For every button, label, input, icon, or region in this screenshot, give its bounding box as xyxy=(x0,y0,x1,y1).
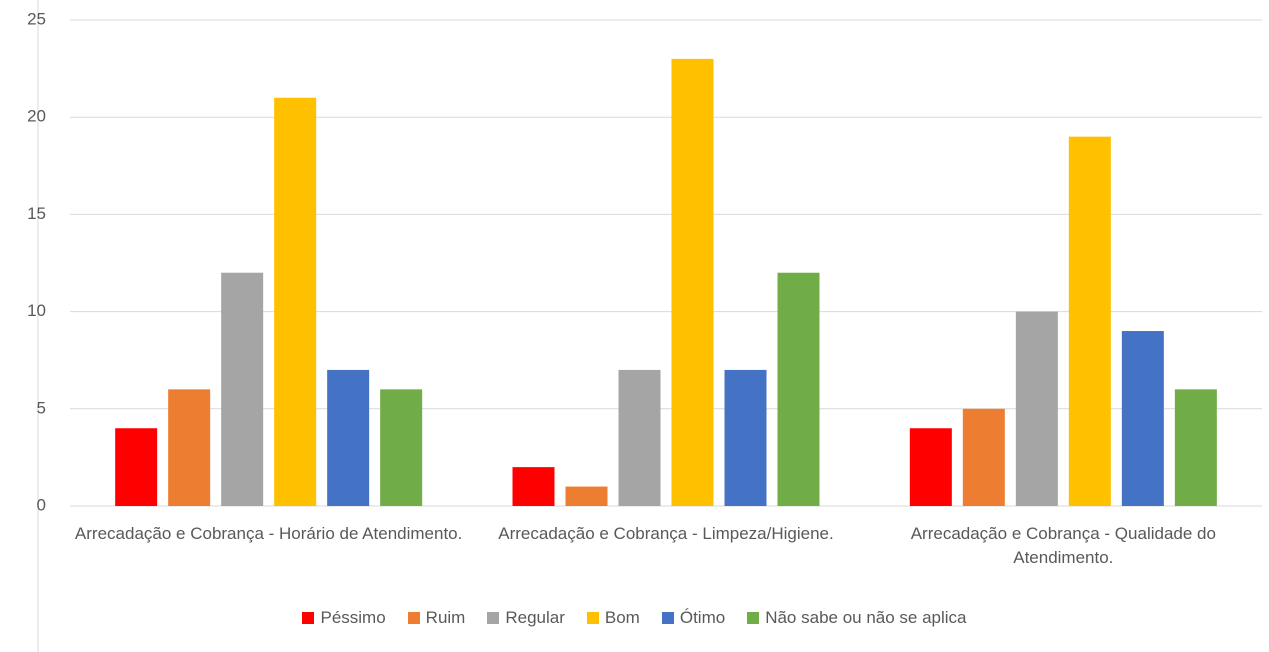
bar xyxy=(115,428,158,506)
bar xyxy=(671,58,714,506)
legend-item: Bom xyxy=(586,608,640,628)
y-tick-label: 10 xyxy=(27,301,46,320)
legend-swatch xyxy=(661,612,674,624)
bar xyxy=(221,272,264,506)
y-tick-label: 15 xyxy=(27,204,46,223)
legend-swatch xyxy=(586,612,599,624)
x-tick-label: Arrecadação e Cobrança - Limpeza/Higiene… xyxy=(498,524,834,543)
bar xyxy=(962,408,1005,506)
bar xyxy=(565,486,608,506)
bar xyxy=(1015,311,1058,506)
bar xyxy=(168,389,211,506)
legend-label: Ótimo xyxy=(679,608,726,627)
bar xyxy=(724,369,767,506)
bar xyxy=(1174,389,1217,506)
legend-label: Não sabe ou não se aplica xyxy=(765,608,967,627)
legend-item: Regular xyxy=(487,608,565,628)
legend-item: Péssimo xyxy=(302,608,386,628)
bar xyxy=(380,389,423,506)
bar xyxy=(1121,331,1164,506)
bar xyxy=(1068,136,1111,506)
bar xyxy=(327,369,370,506)
bar xyxy=(909,428,952,506)
x-tick-label: Arrecadação e Cobrança - Horário de Aten… xyxy=(74,524,463,543)
legend-label: Regular xyxy=(505,608,565,627)
y-tick-label: 20 xyxy=(27,107,46,126)
legend-label: Ruim xyxy=(425,608,466,627)
y-tick-label: 25 xyxy=(27,9,46,28)
y-tick-label: 0 xyxy=(37,495,46,514)
legend-label: Bom xyxy=(604,608,640,627)
bar xyxy=(512,467,555,506)
legend: Péssimo Ruim Regular Bom Ótimo Não sabe ou nã… xyxy=(0,608,1269,628)
x-tick-label: Arrecadação e Cobrança - Qualidade do At… xyxy=(910,524,1216,567)
legend-swatch xyxy=(407,612,420,624)
y-tick-label: 5 xyxy=(37,398,46,417)
legend-swatch xyxy=(302,612,315,624)
legend-label: Péssimo xyxy=(320,608,386,627)
bar xyxy=(618,369,661,506)
legend-swatch xyxy=(487,612,500,624)
legend-item: Ótimo xyxy=(661,608,726,628)
legend-item: Ruim xyxy=(407,608,466,628)
bar xyxy=(777,272,820,506)
legend-swatch xyxy=(747,612,760,624)
legend-item: Não sabe ou não se aplica xyxy=(747,608,967,628)
bar xyxy=(274,97,317,506)
